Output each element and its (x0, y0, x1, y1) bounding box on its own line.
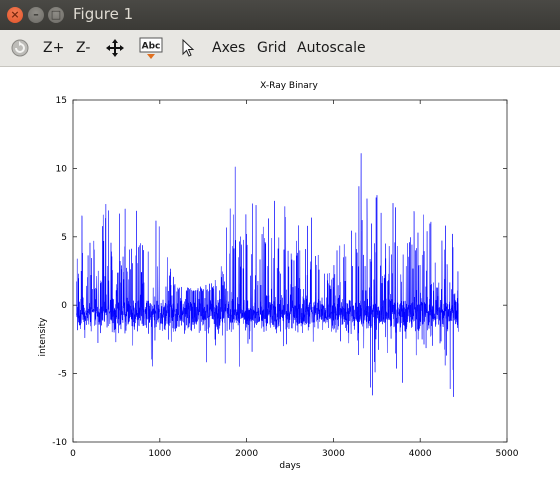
x-axis-label: days (279, 461, 301, 471)
chart-title: X-Ray Binary (260, 81, 318, 91)
insert-text-icon-label: Abc (142, 42, 161, 52)
maximize-window-button[interactable]: □ (48, 7, 64, 23)
line-chart: X-Ray Binary 0 1000 2000 3000 4000 5000-10-50… (38, 81, 519, 471)
title-bar: × – □ Figure 1 (0, 0, 560, 30)
zoom-out-button[interactable]: Z- (76, 40, 91, 56)
axes-button[interactable]: Axes (212, 40, 246, 56)
x-tick-label: 1000 (148, 449, 171, 459)
zoom-in-button[interactable]: Z+ (43, 40, 65, 56)
rotate-icon[interactable] (10, 38, 30, 58)
x-tick-label: 0 (70, 449, 76, 459)
y-tick-label: -10 (52, 438, 67, 448)
select-pointer-icon[interactable] (179, 38, 199, 58)
y-axis-label: intensity (38, 317, 48, 357)
window-title: Figure 1 (73, 5, 134, 23)
close-window-button[interactable]: × (7, 7, 23, 23)
grid-button[interactable]: Grid (257, 40, 287, 56)
insert-text-icon[interactable]: Abc (139, 36, 163, 60)
y-tick-label: 15 (56, 96, 67, 106)
x-tick-label: 2000 (235, 449, 258, 459)
y-tick-label: 0 (61, 301, 67, 311)
axes-frame (72, 99, 508, 443)
pan-icon[interactable] (105, 38, 125, 58)
y-tick-label: 10 (56, 164, 68, 174)
figure-canvas: X-Ray Binary 0 1000 2000 3000 4000 5000 -10 -5 0… (0, 67, 560, 489)
x-tick-label: 3000 (322, 449, 345, 459)
x-tick-label: 5000 (496, 449, 519, 459)
series-line (76, 153, 459, 397)
series-intensity (76, 153, 459, 397)
y-tick-label: 5 (61, 233, 67, 243)
minimize-window-button[interactable]: – (28, 7, 44, 23)
x-tick-label: 4000 (409, 449, 432, 459)
figure-toolbar: Z+ Z- Abc Axes Grid Autoscale (0, 30, 560, 67)
y-tick-label: -5 (58, 370, 67, 380)
autoscale-button[interactable]: Autoscale (297, 40, 366, 56)
axis-ticks: 0 1000 2000 3000 4000 5000 -10 -5 0 5 10 15 (52, 96, 518, 459)
